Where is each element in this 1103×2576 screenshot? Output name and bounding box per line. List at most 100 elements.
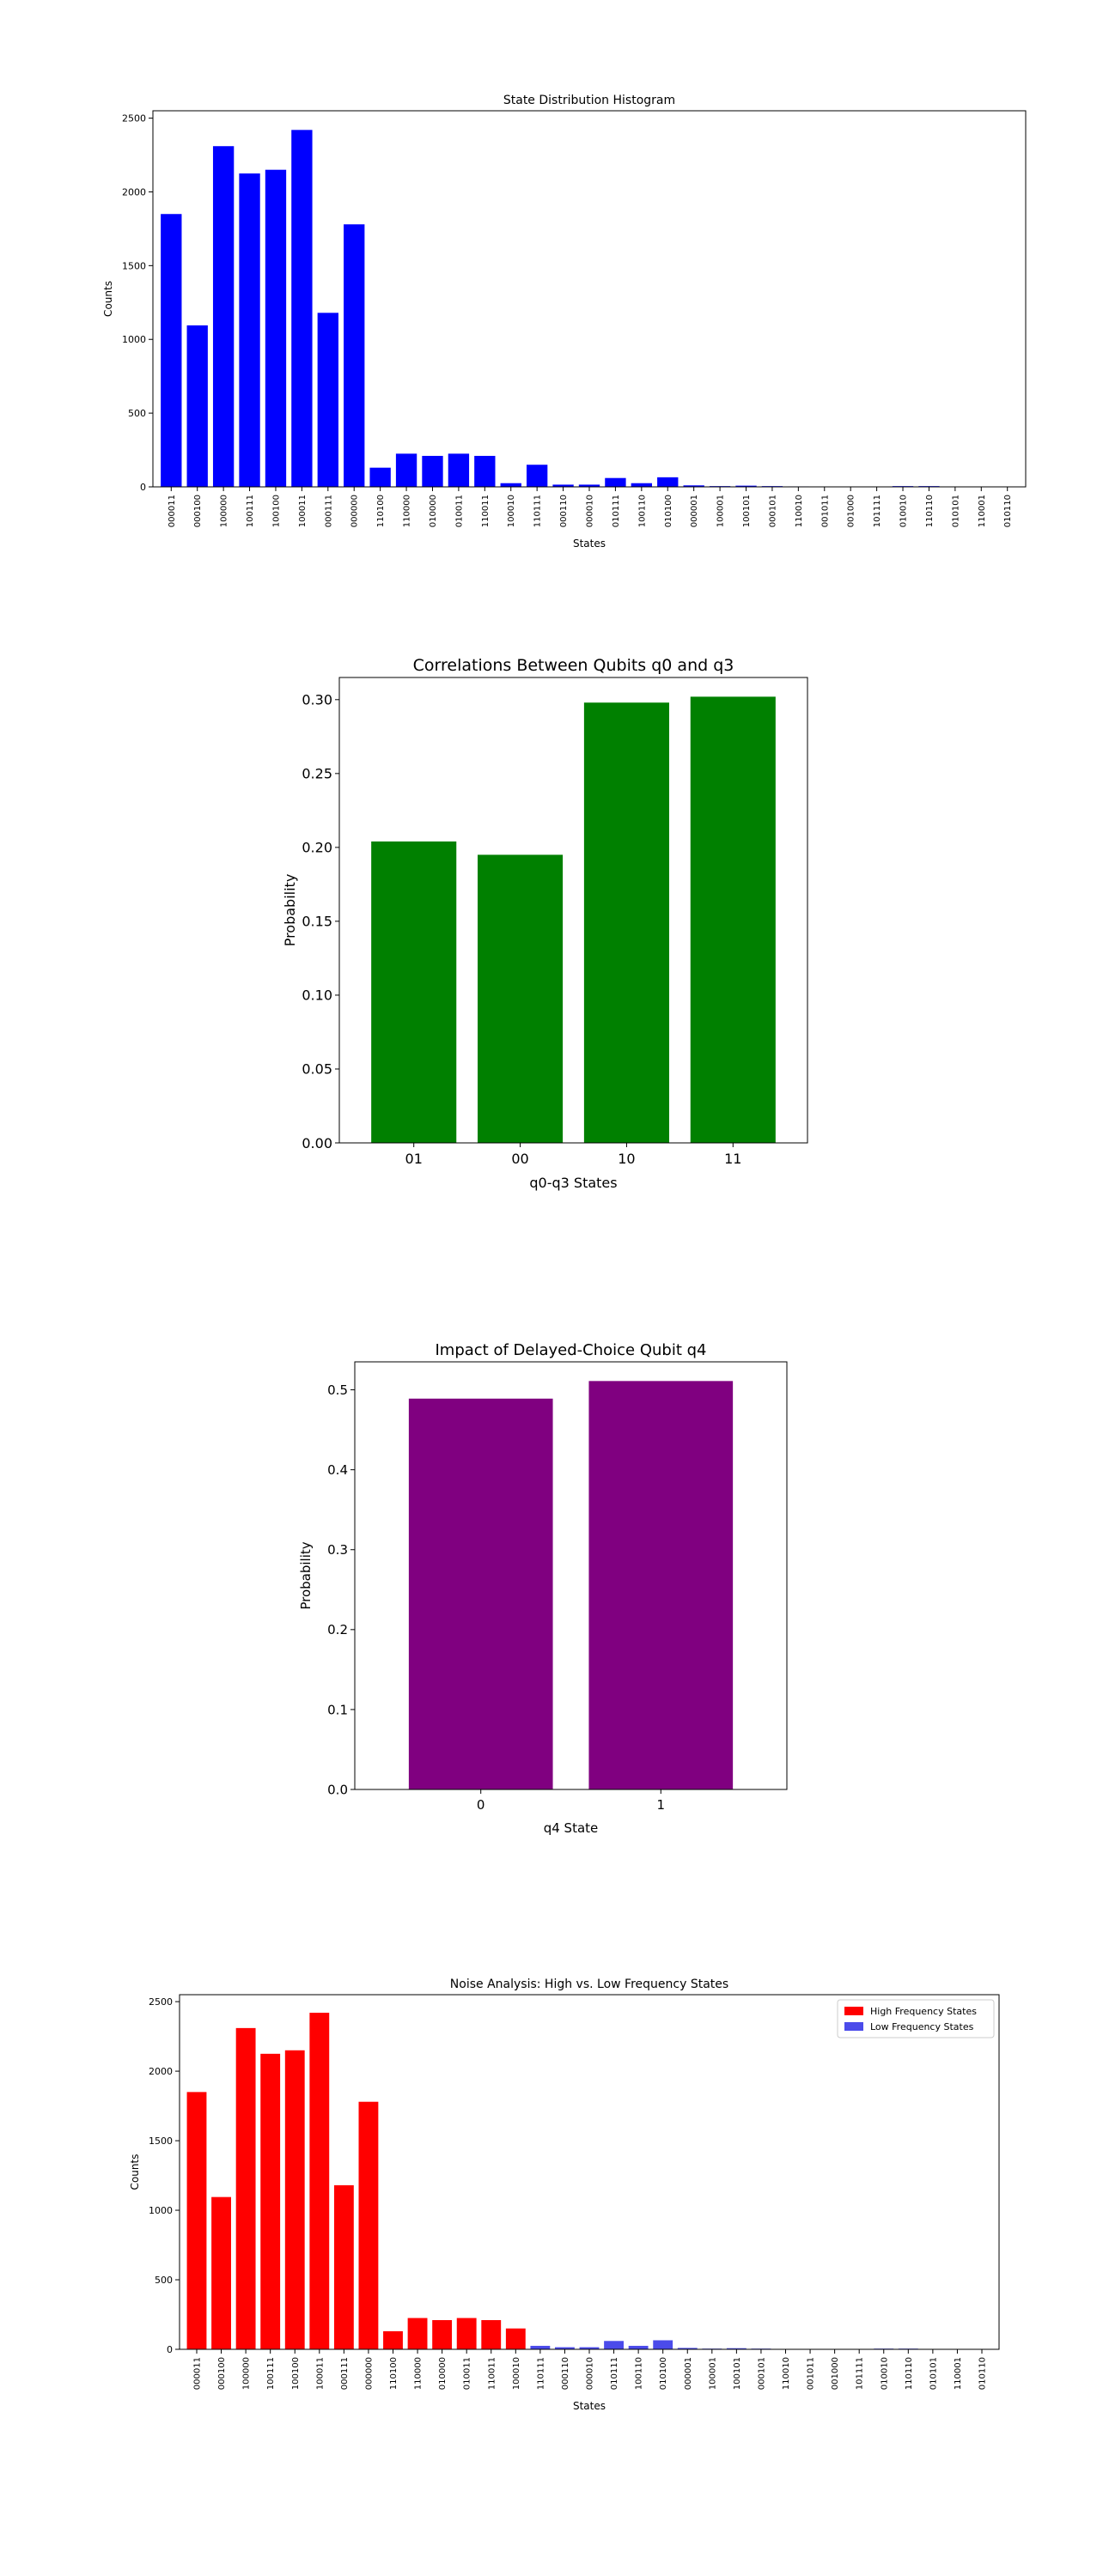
x-tick-label: 000100	[217, 2357, 227, 2390]
x-tick-label: 000100	[193, 495, 203, 527]
bar-100000	[235, 2027, 256, 2349]
x-tick-label: 110010	[782, 2357, 791, 2390]
x-tick-label: 001011	[820, 495, 830, 527]
legend-entry: Low Frequency States	[870, 2021, 974, 2032]
bar-010100	[657, 477, 679, 487]
x-tick-label: 010011	[463, 2357, 472, 2390]
chart-2: 0.0 0.1 0.2 0.3 0.4 0.5 0 1 Impact of Delayed-Ch…	[298, 1341, 788, 1836]
x-tick-label: 100010	[512, 2357, 521, 2390]
x-tick-label: 11	[724, 1151, 741, 1167]
legend-swatch	[844, 2007, 863, 2015]
y-tick-label: 500	[155, 2275, 173, 2286]
y-tick-label: 0.3	[327, 1542, 348, 1558]
x-tick-label: 101111	[856, 2357, 865, 2390]
bar-110000	[395, 453, 417, 487]
x-tick-label: 000001	[690, 495, 699, 527]
y-tick-label: 1500	[149, 2136, 173, 2147]
x-tick-label: 110011	[487, 2357, 497, 2390]
plot-frame	[354, 1361, 788, 1790]
y-tick-label: 2000	[149, 2066, 173, 2077]
bar-010111	[604, 2341, 624, 2349]
bar-000100	[211, 2196, 231, 2349]
x-axis-label: States	[573, 538, 606, 550]
x-tick-label: 0	[477, 1797, 485, 1813]
x-tick-label: 110100	[376, 495, 386, 527]
bar-000110	[555, 2347, 575, 2349]
x-tick-label: 100010	[507, 495, 516, 527]
x-tick-label: 001000	[831, 2357, 840, 2390]
bar-01	[371, 841, 457, 1143]
bar-000000	[344, 224, 365, 487]
chart-title: State Distribution Histogram	[503, 94, 675, 107]
legend: High Frequency States Low Frequency State…	[837, 1999, 995, 2038]
bar-110100	[369, 467, 391, 487]
x-tick-label: 010100	[659, 2357, 668, 2390]
x-tick-label: 110110	[925, 495, 935, 527]
x-tick-label: 110010	[795, 495, 804, 527]
y-tick-label: 0.00	[302, 1135, 332, 1151]
y-tick-label: 0.05	[302, 1061, 332, 1078]
bar-000010	[579, 2347, 600, 2349]
x-tick-label: 100011	[298, 495, 308, 527]
x-tick-label: 000001	[684, 2357, 693, 2390]
x-tick-label: 100111	[266, 2357, 276, 2390]
x-tick-label: 110110	[905, 2357, 914, 2390]
x-tick-label: 01	[405, 1151, 423, 1167]
bar-100010	[505, 2328, 526, 2349]
x-tick-label: 100110	[637, 495, 647, 527]
x-tick-label: 000011	[192, 2357, 202, 2390]
y-tick-label: 0.10	[302, 987, 332, 1004]
legend-entry: High Frequency States	[870, 2006, 977, 2017]
bar-100000	[212, 146, 235, 487]
x-tick-label: 001000	[847, 495, 856, 527]
x-tick-label: 010101	[951, 495, 960, 527]
bar-010011	[456, 2318, 477, 2349]
bar-000011	[186, 2092, 207, 2349]
x-tick-label: 000010	[586, 495, 595, 527]
y-tick-label: 0.25	[302, 766, 332, 782]
bar-100101	[726, 2348, 747, 2349]
bar-100111	[260, 2053, 281, 2349]
bar-110000	[407, 2318, 428, 2349]
x-tick-label: 110000	[414, 2357, 424, 2390]
bar-000111	[333, 2184, 354, 2349]
x-tick-label: 010010	[899, 495, 909, 527]
x-tick-label: 000110	[561, 2357, 570, 2390]
chart-0: 0 500 1000 1500 2000 2500 000011 000100 100000 10…	[102, 94, 1027, 550]
x-tick-label: 1	[657, 1797, 666, 1813]
chart-title: Impact of Delayed-Choice Qubit q4	[435, 1341, 706, 1359]
bar-000111	[317, 313, 338, 487]
bar-10	[583, 702, 669, 1143]
legend-swatch	[844, 2022, 863, 2031]
x-tick-label: 001011	[807, 2357, 816, 2390]
x-tick-label: 000111	[340, 2357, 350, 2390]
bar-00	[478, 854, 564, 1143]
x-tick-label: 110001	[954, 2357, 963, 2390]
x-tick-label: 100000	[220, 495, 229, 527]
bar-000001	[683, 485, 704, 487]
bar-100011	[291, 130, 313, 487]
y-tick-label: 0.0	[327, 1782, 348, 1797]
x-tick-label: 100101	[742, 495, 752, 527]
y-axis-label: Probability	[282, 874, 298, 947]
y-tick-label: 0.20	[302, 840, 332, 856]
x-tick-label: 010110	[1003, 495, 1013, 527]
x-tick-label: 00	[511, 1151, 528, 1167]
bar-000100	[186, 325, 208, 487]
bar-110100	[383, 2330, 403, 2349]
bar-010000	[422, 455, 443, 487]
y-tick-label: 1000	[122, 334, 146, 345]
y-tick-label: 0.1	[327, 1702, 348, 1717]
bar-100010	[500, 483, 521, 487]
bar-100111	[239, 173, 260, 487]
y-tick-label: 0.5	[327, 1382, 348, 1398]
bar-110011	[474, 455, 496, 487]
y-axis-label: Probability	[298, 1541, 314, 1609]
x-tick-label: 100001	[716, 495, 726, 527]
x-tick-label: 010101	[929, 2357, 938, 2390]
x-tick-label: 000000	[364, 2357, 374, 2390]
x-tick-label: 110100	[389, 2357, 399, 2390]
x-tick-label: 110011	[481, 495, 491, 527]
x-axis-label: q0-q3 States	[529, 1175, 617, 1191]
